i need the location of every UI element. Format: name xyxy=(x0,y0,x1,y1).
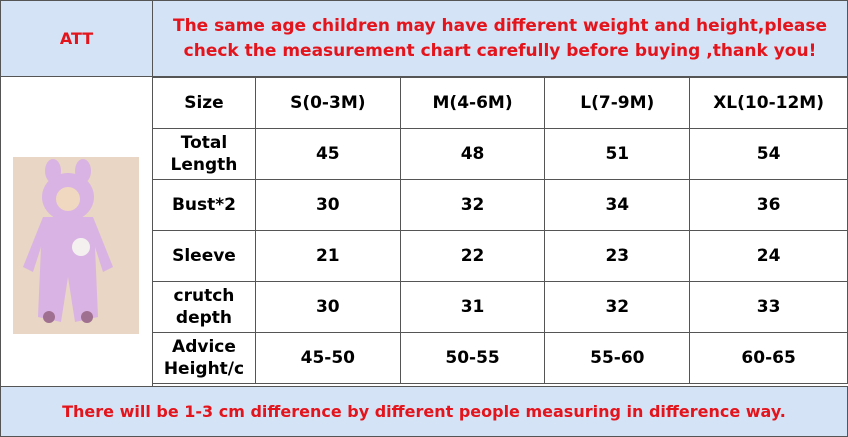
table-cell: L(7-9M) xyxy=(544,77,691,129)
table-row: Sleeve 21 22 23 24 xyxy=(152,230,848,282)
table-cell: Advice Height/c xyxy=(152,332,256,384)
table-cell: Total Length xyxy=(152,128,256,180)
image-cell xyxy=(0,76,153,387)
notice-cell: The same age children may have different… xyxy=(152,0,848,77)
table-cell: crutch depth xyxy=(152,281,256,333)
table-row: Total Length 45 48 51 54 xyxy=(152,128,848,180)
notice-line: check the measurement chart carefully be… xyxy=(183,40,817,61)
table-cell: 32 xyxy=(399,179,546,231)
table-cell: 32 xyxy=(544,281,691,333)
table-cell: M(4-6M) xyxy=(399,77,546,129)
table-cell: S(0-3M) xyxy=(254,77,401,129)
product-image xyxy=(13,157,139,334)
table-cell: 30 xyxy=(254,179,401,231)
att-cell: ATT xyxy=(0,0,153,77)
table-row: Size S(0-3M) M(4-6M) L(7-9M) XL(10-12M) xyxy=(152,77,848,129)
table-cell: 36 xyxy=(689,179,848,231)
table-cell: 48 xyxy=(399,128,546,180)
table-cell: 21 xyxy=(254,230,401,282)
table-cell: Sleeve xyxy=(152,230,256,282)
table-row: Advice Height/c 45-50 50-55 55-60 60-65 xyxy=(152,332,848,384)
table-cell: Size xyxy=(152,77,256,129)
table-cell: Bust*2 xyxy=(152,179,256,231)
table-cell: 30 xyxy=(254,281,401,333)
table-cell: 54 xyxy=(689,128,848,180)
table-cell: 45 xyxy=(254,128,401,180)
table-cell: 60-65 xyxy=(689,332,848,384)
table-cell: 33 xyxy=(689,281,848,333)
table-cell: 31 xyxy=(399,281,546,333)
table-cell: 51 xyxy=(544,128,691,180)
att-label: ATT xyxy=(59,29,94,48)
table-cell: 55-60 xyxy=(544,332,691,384)
size-table: Size S(0-3M) M(4-6M) L(7-9M) XL(10-12M) Total… xyxy=(152,77,848,384)
table-row: crutch depth 30 31 32 33 xyxy=(152,281,848,333)
notice-line: The same age children may have different… xyxy=(172,15,828,36)
table-cell: 22 xyxy=(399,230,546,282)
table-row: Bust*2 30 32 34 36 xyxy=(152,179,848,231)
footer-cell: There will be 1-3 cm difference by diffe… xyxy=(0,386,848,437)
table-cell: 45-50 xyxy=(254,332,401,384)
table-cell: XL(10-12M) xyxy=(689,77,848,129)
table-cell: 34 xyxy=(544,179,691,231)
table-cell: 50-55 xyxy=(399,332,546,384)
table-cell: 24 xyxy=(689,230,848,282)
footer-note: There will be 1-3 cm difference by diffe… xyxy=(62,402,786,421)
table-cell: 23 xyxy=(544,230,691,282)
